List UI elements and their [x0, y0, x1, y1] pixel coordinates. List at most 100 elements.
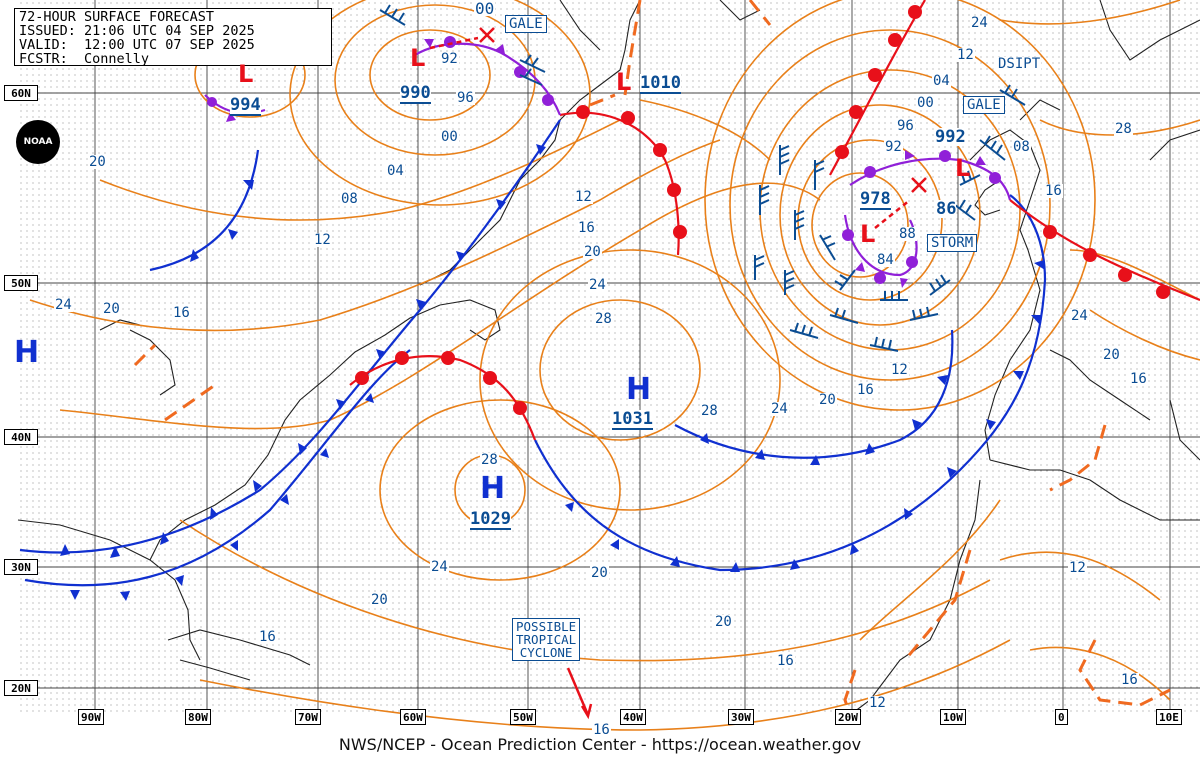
noaa-logo: NOAA	[16, 120, 60, 164]
low-pressure-value: 990	[400, 83, 431, 104]
lon-label: 40W	[620, 709, 646, 725]
gale-warning-tag: GALE	[963, 96, 1005, 114]
high-center: H	[626, 372, 652, 407]
isobar-label: 00	[474, 0, 496, 18]
isobar-label: 12	[956, 47, 975, 63]
isobar-label: 08	[340, 191, 359, 207]
lat-label: 40N	[4, 429, 38, 445]
isobar-label: 28	[480, 452, 499, 468]
isobar-label: 12	[890, 362, 909, 378]
low-center: L	[238, 60, 254, 88]
lon-label: 0	[1055, 709, 1068, 725]
isobar-label: 20	[102, 301, 121, 317]
tropical-cyclone-callout: POSSIBLE TROPICAL CYCLONE	[512, 618, 581, 661]
low-pressure-value: 992	[935, 127, 966, 147]
isobar-label: 24	[970, 15, 989, 31]
isobar-label: 20	[1102, 347, 1121, 363]
isobar-label: 24	[588, 277, 607, 293]
lon-label: 50W	[510, 709, 536, 725]
wind-barbs	[379, 4, 1026, 352]
isobar-label: 16	[1044, 183, 1063, 199]
lon-label: 60W	[400, 709, 426, 725]
isobar-label: 16	[258, 629, 277, 645]
lon-label: 20W	[835, 709, 861, 725]
callout-line: TROPICAL	[516, 632, 577, 647]
isobar-label: 96	[456, 90, 475, 106]
isobar-label: 92	[884, 139, 903, 155]
isobar-label: 04	[932, 73, 951, 89]
high-pressure-value: 1029	[470, 509, 511, 530]
isobar-label: 16	[856, 382, 875, 398]
lon-label: 10E	[1156, 709, 1182, 725]
issued-time: ISSUED: 21:06 UTC 04 SEP 2025	[19, 23, 255, 39]
warm-front-bumps	[355, 5, 1170, 415]
isobar-label: 24	[1070, 308, 1089, 324]
isobar-label: 20	[818, 392, 837, 408]
lon-label: 10W	[940, 709, 966, 725]
isobar-label: 84	[876, 252, 895, 268]
isobar-label: 20	[590, 565, 609, 581]
isobar-label: 16	[592, 722, 611, 738]
lat-label: 60N	[4, 85, 38, 101]
isobar-label: 12	[868, 695, 887, 711]
troughs	[133, 0, 1171, 716]
isobar-label: 00	[440, 129, 459, 145]
low-pressure-value: 1010	[640, 73, 681, 94]
isobar-label: 28	[1114, 121, 1133, 137]
cold-front-pips	[60, 144, 1045, 601]
isobar-label: 12	[574, 189, 593, 205]
isobar-label: 96	[896, 118, 915, 134]
lon-label: 30W	[728, 709, 754, 725]
low-center: L	[860, 220, 876, 248]
isobar-label: 92	[440, 51, 459, 67]
isobar-label: 28	[594, 311, 613, 327]
isobar-label: 86	[936, 199, 957, 219]
lon-label: 80W	[185, 709, 211, 725]
high-pressure-value: 1031	[612, 409, 653, 430]
valid-time: VALID: 12:00 UTC 07 SEP 2025	[19, 37, 255, 53]
isobar-label: 16	[172, 305, 191, 321]
dissipating-label: DSIPT	[997, 56, 1042, 72]
high-center: H	[14, 335, 40, 370]
isobar-label: 04	[386, 163, 405, 179]
isobar-label: 08	[1012, 139, 1031, 155]
isobar-label: 24	[770, 401, 789, 417]
low-center: L	[616, 68, 632, 96]
isobar-label: 16	[776, 653, 795, 669]
lat-label: 50N	[4, 275, 38, 291]
ocean-dot-pattern	[18, 0, 1200, 715]
callout-line: POSSIBLE	[516, 619, 577, 634]
isobar-label: 20	[583, 244, 602, 260]
low-pressure-value: 994	[230, 95, 261, 116]
isobar-label: 24	[430, 559, 449, 575]
isobar-label: 20	[88, 154, 107, 170]
footer-credit: NWS/NCEP - Ocean Prediction Center - htt…	[338, 735, 862, 754]
gale-warning-tag: GALE	[505, 15, 547, 33]
forecaster: FCSTR: Connelly	[19, 51, 150, 67]
isobar-label: 00	[916, 95, 935, 111]
cold-fronts	[19, 119, 1047, 587]
isobar-label: 88	[898, 226, 917, 242]
isobar-label: 28	[700, 403, 719, 419]
isobar-label: 16	[577, 220, 596, 236]
isobar-label: 16	[1120, 672, 1139, 688]
lat-label: 30N	[4, 559, 38, 575]
callout-line: CYCLONE	[519, 645, 573, 660]
lat-label: 20N	[4, 680, 38, 696]
product-title: 72-HOUR SURFACE FORECAST	[19, 9, 215, 25]
forecast-header: 72-HOUR SURFACE FORECAST ISSUED: 21:06 U…	[14, 8, 332, 66]
isobar-label: 20	[714, 614, 733, 630]
storm-warning-tag: STORM	[927, 234, 978, 252]
lon-label: 90W	[78, 709, 104, 725]
lon-label: 70W	[295, 709, 321, 725]
low-center: L	[410, 44, 426, 72]
graticule	[18, 0, 1200, 715]
high-center: H	[480, 471, 506, 506]
isobars	[29, 0, 1200, 731]
isobar-label: 12	[1068, 560, 1087, 576]
occluded-pips	[207, 36, 1001, 288]
low-track-markers	[429, 27, 927, 720]
low-pressure-value: 978	[860, 189, 891, 210]
